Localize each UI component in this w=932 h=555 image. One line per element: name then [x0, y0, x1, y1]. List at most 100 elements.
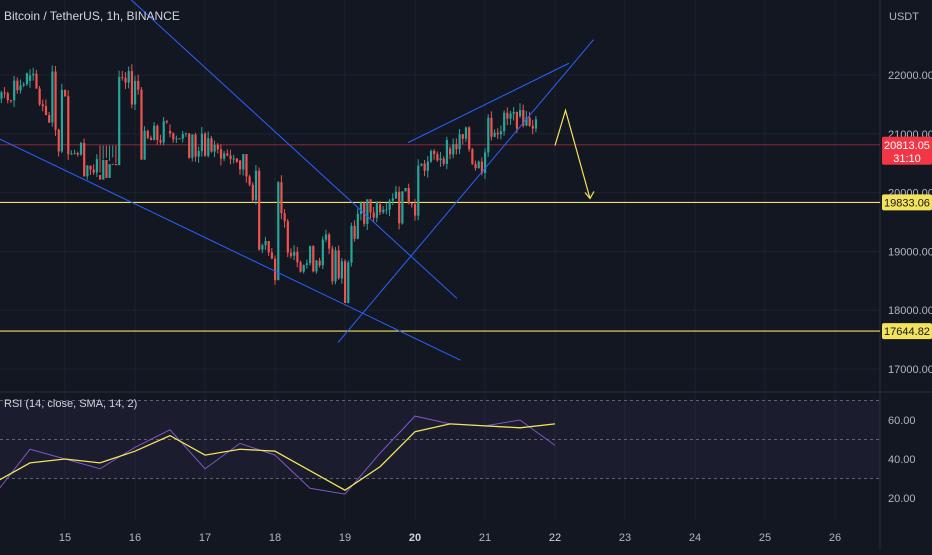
candle-body [102, 160, 105, 180]
candle-body [439, 158, 442, 161]
candle-body [210, 138, 213, 152]
candle-body [506, 112, 509, 119]
candle-body [99, 174, 102, 180]
candle-body [487, 117, 490, 153]
candle-body [261, 245, 264, 250]
rsi-sma-line [0, 423, 556, 491]
candle-body [407, 188, 410, 204]
candle-body [461, 134, 464, 139]
candle-body [515, 111, 519, 129]
candle-body [178, 138, 181, 140]
axis-layer: 17000.0018000.0019000.0020000.0021000.00… [59, 70, 932, 544]
candle-body [347, 262, 350, 304]
candle-body [534, 119, 538, 129]
candle-body [118, 77, 121, 166]
candle-body [70, 153, 73, 155]
candle-body [219, 149, 223, 159]
candle-body [499, 131, 503, 135]
candle-body [340, 261, 344, 279]
candle-body [445, 140, 449, 164]
candle-body [239, 160, 242, 170]
candle-body [22, 84, 25, 86]
candle-body [480, 161, 484, 174]
candle-body [105, 160, 108, 178]
candle-body [423, 163, 426, 171]
candle-body [522, 110, 525, 126]
candle-body [248, 176, 251, 185]
candle-body [73, 153, 76, 155]
candle-body [334, 250, 337, 282]
x-tick-label: 24 [689, 532, 701, 544]
x-tick-label: 22 [549, 532, 561, 544]
candle-body [64, 89, 67, 97]
x-tick-label: 20 [409, 532, 421, 544]
candle-body [436, 154, 439, 161]
candle-body [493, 132, 496, 137]
candle-body [165, 121, 169, 123]
descending-trendline-upper [130, 0, 458, 299]
candle-body [344, 261, 347, 304]
candle-body [468, 127, 471, 150]
candle-body [404, 188, 407, 192]
rsi-label[interactable]: RSI (14, close, SMA, 14, 2) [4, 398, 137, 410]
candle-body [328, 234, 331, 249]
candle-body [379, 204, 382, 213]
price-badge-label: 19833.06 [884, 197, 930, 209]
y-tick-label: 18000.00 [888, 305, 932, 317]
candle-body [302, 264, 305, 272]
candle-body [35, 73, 38, 89]
candle-body [146, 130, 149, 138]
candle-body [200, 133, 204, 152]
candle-body [464, 127, 468, 139]
candle-layer [0, 64, 538, 304]
candle-body [324, 234, 328, 240]
y-tick-label: 22000.00 [888, 70, 932, 82]
candle-body [140, 89, 143, 160]
level-price-badge [882, 323, 932, 340]
candle-body [280, 182, 283, 214]
candle-body [3, 92, 6, 94]
price-badge-label: 20813.05 [884, 140, 930, 152]
candle-body [401, 191, 404, 224]
candle-body [149, 137, 153, 141]
candle-body [232, 158, 235, 160]
projection-arrowhead [584, 191, 595, 200]
candle-body [410, 203, 414, 205]
candle-body [442, 158, 445, 164]
candle-body [156, 125, 159, 141]
candle-body [153, 125, 156, 141]
level-layer [0, 144, 880, 332]
candle-body [525, 117, 528, 126]
candle-body [226, 153, 229, 156]
candle-body [509, 113, 512, 119]
candle-body [54, 71, 57, 130]
candle-body [57, 129, 60, 152]
candle-body [503, 112, 506, 132]
candle-body [41, 104, 44, 107]
candle-body [484, 152, 487, 174]
candle-body [270, 252, 274, 259]
y-tick-label: 19000.00 [888, 246, 932, 258]
candle-body [391, 198, 394, 201]
candle-body [369, 199, 372, 213]
symbol-title[interactable]: Bitcoin / TetherUS, 1h, BINANCE [4, 9, 180, 23]
candle-body [496, 132, 499, 135]
candle-body [417, 165, 420, 216]
candle-body [420, 163, 423, 166]
candle-body [258, 170, 261, 250]
candle-body [127, 71, 130, 83]
rsi-tick-20: 20.00 [888, 493, 916, 505]
candle-body [191, 134, 194, 158]
candle-body [519, 110, 522, 117]
candle-body [48, 115, 51, 123]
candle-body [414, 204, 417, 216]
candle-body [458, 134, 461, 150]
candle-body [89, 165, 92, 170]
candle-body [38, 88, 41, 105]
candle-body [159, 140, 162, 143]
currency-label: USDT [889, 11, 919, 23]
x-tick-label: 26 [829, 532, 841, 544]
candle-body [162, 121, 165, 143]
